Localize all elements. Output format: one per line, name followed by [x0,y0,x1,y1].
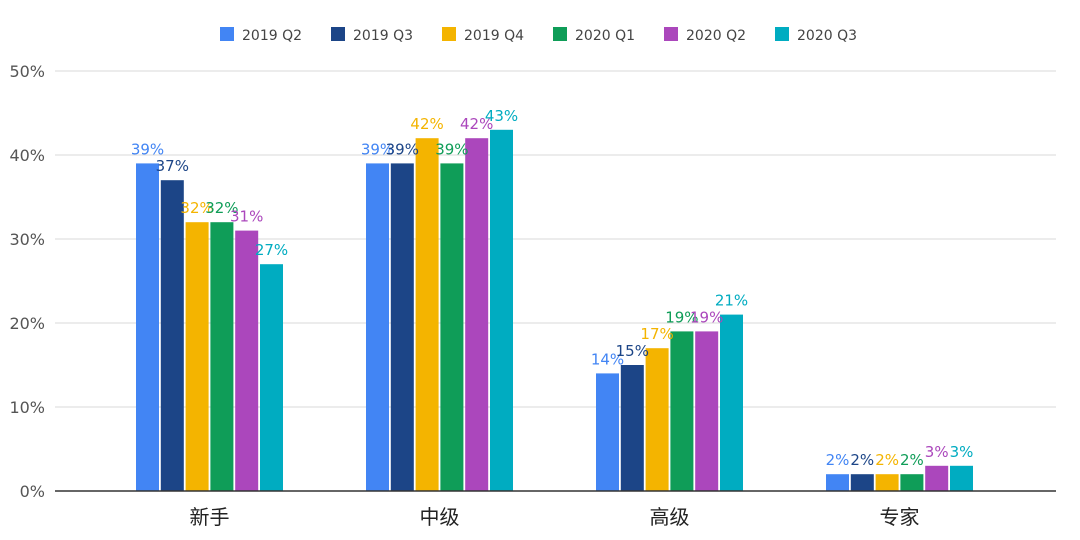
legend-swatch [331,27,345,41]
bar [185,222,209,491]
bar [875,474,899,491]
data-label: 3% [925,443,949,461]
bars [136,129,973,492]
data-label: 14% [591,350,624,368]
bar [210,222,234,491]
bar [260,264,283,491]
data-label: 39% [435,140,468,158]
y-tick-label: 0% [20,482,45,501]
data-label: 32% [180,199,213,217]
data-label: 42% [410,115,443,133]
bar [645,348,669,491]
bar [826,474,849,491]
data-label: 42% [460,115,493,133]
bar [366,163,389,491]
bar [620,365,644,491]
legend-swatch [442,27,456,41]
legend-swatch [775,27,789,41]
data-label: 43% [485,107,518,125]
legend-label: 2020 Q3 [797,28,857,44]
y-tick-label: 40% [9,146,45,165]
x-category-label: 高级 [650,505,690,529]
bar [950,465,973,491]
data-label: 21% [715,292,748,310]
data-label: 2% [850,451,874,469]
data-label: 3% [950,443,974,461]
bar [850,474,874,491]
data-label: 37% [156,157,189,175]
bar [465,138,489,491]
x-category-label: 专家 [880,505,920,529]
bar [925,465,949,491]
legend-swatch [220,27,234,41]
data-label: 2% [900,451,924,469]
bar [695,331,719,491]
x-category-label: 中级 [420,505,460,529]
data-label: 39% [386,140,419,158]
legend: 2019 Q2 2019 Q3 2019 Q4 2020 Q1 2020 Q2 2020 … [220,27,857,44]
y-tick-label: 10% [9,398,45,417]
y-tick-label: 50% [9,62,45,81]
legend-label: 2020 Q2 [686,28,746,44]
data-label: 31% [230,208,263,226]
bar [160,180,184,491]
bar [440,163,464,491]
legend-swatch [664,27,678,41]
bar [390,163,414,491]
data-label: 27% [255,241,288,259]
bar [136,163,159,491]
data-label: 2% [826,451,850,469]
bar [720,314,743,491]
x-axis: 新手 中级 高级 专家 [55,490,1056,529]
legend-label: 2019 Q2 [242,28,302,44]
bar [235,230,259,491]
data-label: 17% [640,325,673,343]
data-label: 39% [361,140,394,158]
bar [900,474,924,491]
y-tick-label: 20% [9,314,45,333]
data-label: 15% [616,342,649,360]
y-tick-label: 30% [9,230,45,249]
legend-label: 2020 Q1 [575,28,635,44]
data-label: 32% [205,199,238,217]
legend-label: 2019 Q3 [353,28,413,44]
data-label: 39% [131,140,164,158]
x-category-label: 新手 [190,505,230,529]
legend-label: 2019 Q4 [464,28,524,44]
legend-swatch [553,27,567,41]
bar [490,129,513,492]
bar [415,138,439,491]
data-label: 19% [665,308,698,326]
y-axis-ticks: 0% 10% 20% 30% 40% 50% [9,62,45,501]
bar [596,373,619,491]
bar [670,331,694,491]
data-labels: 39%37%32%32%31%27%39%39%42%39%42%43%14%1… [131,107,974,469]
data-label: 2% [875,451,899,469]
data-label: 19% [690,308,723,326]
